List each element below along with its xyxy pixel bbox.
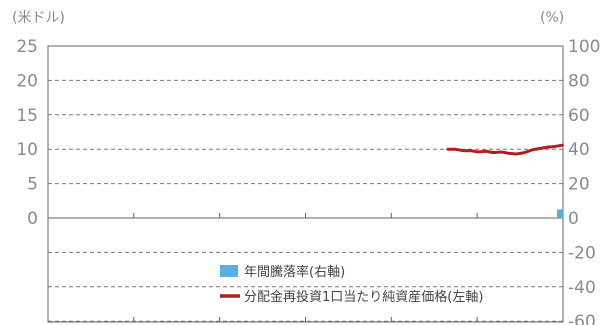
nav-series-point: [492, 151, 495, 154]
right-tick-label: 0: [568, 209, 579, 229]
nav-series-point: [546, 146, 549, 149]
right-tick-label: -60: [568, 312, 596, 325]
nav-series-point: [446, 148, 449, 151]
right-tick-label: -20: [568, 243, 596, 263]
left-tick-label: 0: [27, 209, 38, 229]
nav-series-point: [453, 148, 456, 151]
nav-series-point: [461, 149, 464, 152]
nav-series-point: [500, 151, 503, 153]
right-tick-label: 100: [568, 37, 600, 57]
nav-series-point: [531, 148, 533, 151]
nav-series-point: [477, 151, 479, 153]
left-tick-label: 10: [16, 140, 38, 160]
left-axis-unit-label: (米ドル): [12, 10, 65, 26]
grid-layer: [48, 79, 563, 322]
right-tick-label: 20: [568, 175, 590, 195]
nav-series-point: [508, 152, 510, 155]
annual-return-bar: [557, 209, 563, 218]
right-tick-label: -40: [568, 278, 596, 298]
left-tick-label: 20: [16, 71, 38, 91]
legend-line-label: 分配金再投資1口当たり純資産価格(左軸): [244, 289, 483, 305]
legend: 年間騰落率(右軸) 分配金再投資1口当たり純資産価格(左軸): [220, 264, 483, 305]
left-tick-label: 15: [16, 106, 38, 126]
nav-series-point: [562, 144, 564, 146]
legend-bar-label: 年間騰落率(右軸): [244, 264, 345, 280]
nav-series-point: [523, 151, 526, 154]
nav-series-point: [515, 153, 518, 155]
nav-series-point: [469, 149, 472, 152]
right-tick-label: 40: [568, 140, 590, 160]
nav-series-line: [447, 143, 564, 156]
legend-bar-swatch: [220, 265, 238, 277]
nav-series-point: [554, 145, 557, 148]
nav-series-point: [538, 147, 541, 150]
left-tick-label: 25: [16, 37, 38, 57]
nav-series-point: [484, 150, 487, 153]
label-layer: 100 80 60 40 20 0 -20 -40 -60 25 20 15 10 5 0: [16, 37, 600, 325]
right-axis-unit-label: (%): [540, 10, 564, 26]
left-tick-label: 5: [27, 175, 38, 195]
axis-layer: [47, 45, 564, 323]
right-tick-label: 60: [568, 106, 590, 126]
right-tick-label: 80: [568, 71, 590, 91]
data-layer: [446, 143, 564, 218]
